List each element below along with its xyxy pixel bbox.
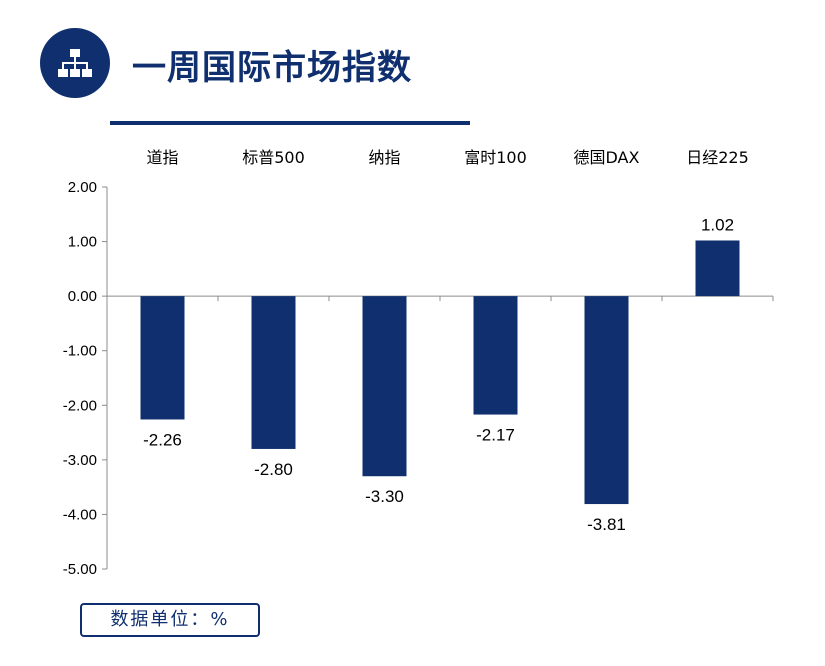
y-tick-label: 1.00 bbox=[68, 234, 97, 251]
data-label: -2.26 bbox=[143, 430, 182, 449]
bar bbox=[584, 296, 629, 505]
category-label: 纳指 bbox=[368, 148, 400, 167]
bar bbox=[140, 296, 185, 420]
y-axis: 2.00 1.00 0.00 -1.00 -2.00 -3.00 -4.00 -5.00 bbox=[63, 179, 774, 578]
data-label: -3.30 bbox=[365, 487, 404, 506]
unit-note: 数据单位：% bbox=[80, 603, 260, 637]
data-label: -3.81 bbox=[587, 515, 626, 534]
category-label: 道指 bbox=[146, 148, 178, 167]
y-tick-label: -1.00 bbox=[63, 343, 97, 360]
y-tick-label: -3.00 bbox=[63, 452, 97, 469]
bars bbox=[140, 240, 740, 505]
data-label: -2.80 bbox=[254, 460, 293, 479]
value-labels: -2.26 -2.80 -3.30 -2.17 -3.81 1.02 bbox=[143, 215, 734, 534]
header-badge bbox=[40, 28, 110, 98]
y-tick-label: -5.00 bbox=[63, 561, 97, 578]
bar bbox=[473, 296, 518, 415]
bar bbox=[251, 296, 296, 449]
category-label: 富时100 bbox=[464, 148, 527, 167]
y-tick-label: -2.00 bbox=[63, 397, 97, 414]
category-label: 德国DAX bbox=[574, 148, 640, 167]
category-label: 标普500 bbox=[242, 148, 305, 167]
bar bbox=[362, 296, 407, 477]
data-label: 1.02 bbox=[701, 215, 734, 234]
y-tick-label: -4.00 bbox=[63, 506, 97, 523]
bar bbox=[695, 240, 740, 297]
category-labels: 道指 标普500 纳指 富时100 德国DAX 日经225 bbox=[146, 148, 748, 167]
data-label: -2.17 bbox=[476, 426, 515, 445]
page-title: 一周国际市场指数 bbox=[132, 48, 412, 88]
hierarchy-icon bbox=[58, 49, 92, 77]
header-underline bbox=[110, 121, 470, 125]
category-label: 日经225 bbox=[686, 148, 749, 167]
y-tick-label: 2.00 bbox=[68, 179, 97, 196]
y-tick-label: 0.00 bbox=[68, 288, 97, 305]
